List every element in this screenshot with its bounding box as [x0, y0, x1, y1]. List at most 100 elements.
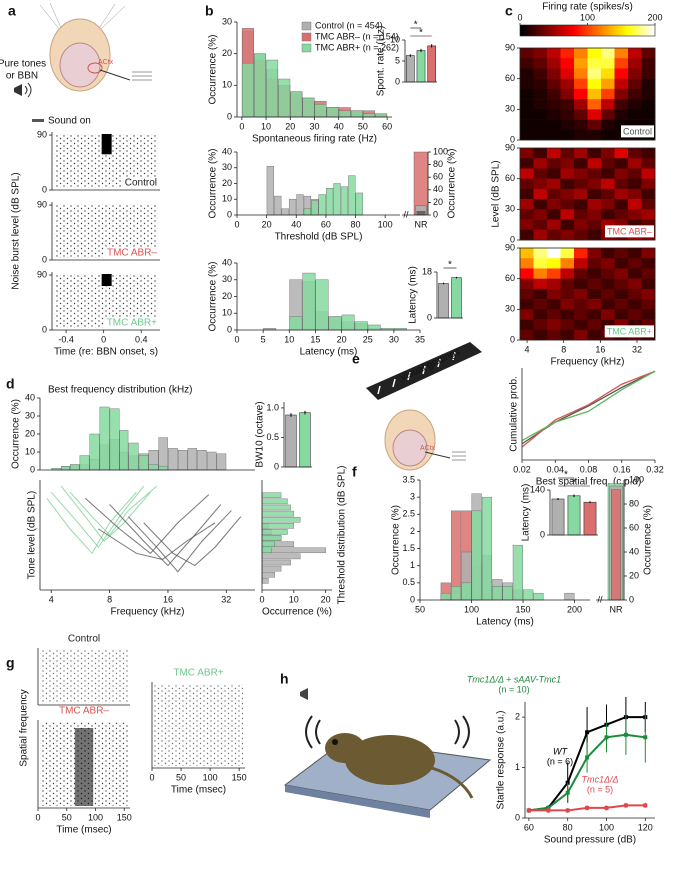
- heatmap-cell: [614, 209, 629, 220]
- heatmap-cell: [533, 99, 548, 110]
- heatmap-cell: [533, 88, 548, 100]
- colorbar-segment: [547, 25, 550, 36]
- tuning-curve: [60, 485, 151, 542]
- heatmap-cell: [628, 48, 642, 59]
- bar: [564, 592, 575, 601]
- heatmap-cell: [560, 148, 575, 159]
- series-label: Tmc1Δ/Δ + sAAV-Tmc1: [467, 674, 561, 684]
- bar: [216, 453, 227, 471]
- heatmap-cell: [520, 319, 534, 331]
- y-axis-label: Cumulative prob.: [509, 376, 520, 452]
- heatmap-cell: [533, 299, 548, 310]
- y-tick-label: 10: [222, 194, 232, 204]
- colorbar-segment: [549, 25, 552, 36]
- x-tick-label: 0: [239, 121, 244, 131]
- x-axis-label: Threshold (dB SPL): [275, 232, 363, 243]
- label-background: [104, 317, 160, 329]
- y-tick-label: 1.5: [402, 543, 415, 553]
- bar: [261, 559, 291, 566]
- significance-label: *: [572, 478, 576, 489]
- x-tick-label: 0.4: [135, 334, 148, 344]
- heatmap-cell: [587, 288, 602, 300]
- bar: [158, 437, 168, 471]
- colorbar-segment: [594, 25, 597, 36]
- heatmap-cell: [533, 158, 548, 169]
- bar: [340, 186, 349, 216]
- heatmap-cell: [587, 178, 602, 190]
- heatmap-cell: [520, 288, 534, 300]
- colorbar-segment: [562, 25, 566, 36]
- heatmap-cell: [628, 58, 642, 69]
- bar: [471, 510, 482, 601]
- y-axis-label: Occurrence (%): [643, 505, 654, 575]
- onset-response: [101, 274, 112, 286]
- heatmap-cell: [520, 88, 534, 100]
- bar: [367, 324, 381, 331]
- x-tick-label: 30: [389, 334, 399, 344]
- heatmap-cell: [587, 229, 602, 241]
- colorbar-segment: [601, 25, 604, 36]
- heatmap-cell: [560, 258, 575, 269]
- heatmap-cell: [614, 99, 629, 110]
- heatmap-cell: [560, 219, 575, 231]
- y-tick-label: 30: [505, 104, 515, 114]
- colorbar-segment: [614, 25, 618, 36]
- legend-swatch: [301, 43, 312, 53]
- heatmap-cell: [520, 209, 534, 220]
- heatmap-cell: [601, 168, 615, 179]
- bar: [261, 541, 275, 547]
- heatmap-cell: [520, 299, 534, 310]
- heatmap-cell: [587, 78, 602, 90]
- heatmap-cell: [547, 68, 561, 79]
- heatmap-cell: [641, 268, 656, 279]
- colorbar-segment: [641, 25, 645, 36]
- heatmap-cell: [547, 288, 561, 300]
- heatmap-cell: [601, 119, 615, 131]
- tuning-curve: [98, 522, 216, 560]
- heatmap-cell: [614, 78, 629, 90]
- y-axis-label: Occurrence (%): [391, 505, 402, 575]
- colorbar-segment: [639, 25, 642, 36]
- heatmap-label: TMC ABR–: [607, 226, 652, 236]
- bar: [278, 78, 291, 118]
- panel-letter: g: [6, 655, 15, 671]
- heatmap-cell: [560, 178, 575, 190]
- heatmap-cell: [547, 158, 561, 169]
- x-tick-label: 100: [580, 12, 595, 22]
- x-tick-label: 0: [234, 334, 239, 344]
- heatmap-cell: [587, 168, 602, 179]
- heatmap-cell: [560, 99, 575, 110]
- bar: [290, 91, 303, 118]
- y-tick-label: 40: [222, 146, 232, 156]
- heatmap-cell: [641, 88, 656, 100]
- x-tick-label: 30: [309, 121, 319, 131]
- colorbar-segment: [632, 25, 636, 36]
- heatmap-cell: [533, 188, 548, 200]
- label-background: [604, 325, 654, 338]
- heatmap-cell: [601, 278, 615, 290]
- heatmap-cell: [628, 168, 642, 179]
- label-background: [122, 177, 159, 189]
- heatmap-cell: [628, 299, 642, 310]
- bar: [523, 589, 534, 601]
- heatmap-cell: [560, 209, 575, 220]
- y-tick-label: 0: [42, 324, 47, 334]
- x-tick-label: 10: [261, 121, 271, 131]
- stimulus-label: Pure tones: [0, 59, 46, 70]
- heatmap-cell: [520, 129, 534, 141]
- y-axis-label: Spatial frequency: [19, 689, 30, 766]
- y-tick-label: 80: [433, 159, 443, 169]
- colorbar-segment: [580, 25, 584, 36]
- heatmap-cell: [574, 168, 588, 179]
- heatmap-cell: [641, 78, 656, 90]
- colorbar-segment: [589, 25, 593, 36]
- bar: [512, 544, 523, 601]
- x-tick-label: 20: [285, 121, 295, 131]
- x-tick-label: 120: [638, 822, 653, 832]
- colorbar-segment: [574, 25, 577, 36]
- y-tick-label: 2: [410, 526, 415, 536]
- plot-frame: [519, 247, 656, 341]
- heatmap-cell: [533, 178, 548, 190]
- marker: [585, 755, 590, 760]
